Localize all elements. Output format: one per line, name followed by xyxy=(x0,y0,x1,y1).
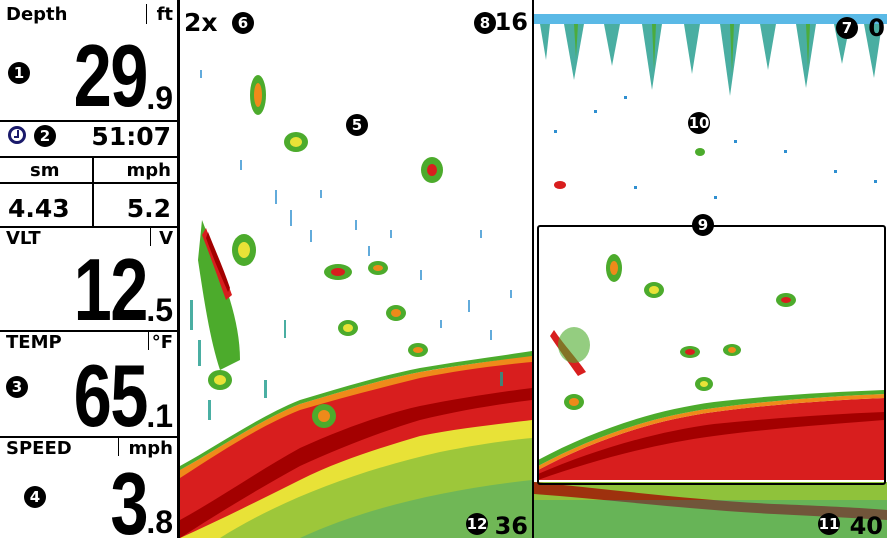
speed-box: SPEED mph 4 3 .8 xyxy=(0,436,177,538)
timer-value: 51:07 xyxy=(91,122,171,151)
callout-marker: 9 xyxy=(692,214,714,236)
speed-value-decimal: .8 xyxy=(146,504,173,538)
trip-box: sm mph 4.43 5.2 xyxy=(0,156,177,228)
zoom-sonar-image xyxy=(180,70,532,538)
zoom-sonar-view[interactable]: 2x 6 5 8 16 12 36 xyxy=(180,0,532,538)
digital-readouts-panel: Depth ft 1 29 .9 2 51:07 sm mph 4.43 5.2 xyxy=(0,0,180,538)
trip-divider xyxy=(92,158,94,226)
depth-box: Depth ft 1 29 .9 xyxy=(0,0,177,122)
zoom-upper-depth: 16 xyxy=(494,8,528,36)
depth-value-integer: 29 xyxy=(73,26,149,125)
speed-value-integer: 3 xyxy=(110,454,148,538)
full-bottom-depth: 40 xyxy=(849,512,883,538)
unit-divider xyxy=(150,228,151,246)
temperature-unit: °F xyxy=(151,332,173,353)
speed-small-unit: mph xyxy=(126,160,171,181)
temperature-value-integer: 65 xyxy=(73,346,149,445)
callout-marker: 4 xyxy=(24,486,46,508)
distance-unit: sm xyxy=(30,160,60,181)
temperature-box: TEMP °F 3 65 .1 xyxy=(0,330,177,445)
voltage-unit: V xyxy=(159,228,173,249)
zoom-lower-depth: 36 xyxy=(494,512,528,538)
speed-unit: mph xyxy=(128,438,173,459)
callout-marker: 8 xyxy=(474,12,496,34)
callout-marker: 10 xyxy=(688,112,710,134)
voltage-box: VLT V 12 .5 xyxy=(0,226,177,339)
clock-icon xyxy=(8,126,26,144)
unit-divider xyxy=(146,4,147,24)
unit-divider xyxy=(118,438,119,456)
callout-marker: 7 xyxy=(836,17,858,39)
depth-value-decimal: .9 xyxy=(146,80,173,116)
callout-marker: 11 xyxy=(818,513,840,535)
callout-marker: 3 xyxy=(6,376,28,398)
view-divider xyxy=(532,0,534,538)
temperature-label: TEMP xyxy=(6,332,62,353)
callout-marker: 1 xyxy=(8,62,30,84)
speed-label: SPEED xyxy=(6,438,72,459)
full-top-depth: 0 xyxy=(868,14,885,42)
zoom-level: 2x xyxy=(184,8,218,37)
voltage-value-integer: 12 xyxy=(73,240,149,339)
voltage-value-decimal: .5 xyxy=(146,292,173,328)
full-sonar-image xyxy=(534,14,887,538)
callout-marker: 12 xyxy=(466,513,488,535)
depth-unit: ft xyxy=(156,4,173,25)
speed-small-value: 5.2 xyxy=(126,194,171,223)
callout-marker: 2 xyxy=(34,125,56,147)
distance-value: 4.43 xyxy=(8,194,70,223)
timer-box: 2 51:07 xyxy=(0,120,177,158)
callout-marker: 5 xyxy=(346,114,368,136)
temperature-value-decimal: .1 xyxy=(146,398,173,434)
depth-label: Depth xyxy=(6,4,68,25)
unit-divider xyxy=(148,332,149,350)
trip-rule xyxy=(0,182,177,184)
full-sonar-view[interactable]: 7 0 10 9 11 40 xyxy=(534,0,887,538)
callout-marker: 6 xyxy=(232,12,254,34)
voltage-label: VLT xyxy=(6,228,41,249)
